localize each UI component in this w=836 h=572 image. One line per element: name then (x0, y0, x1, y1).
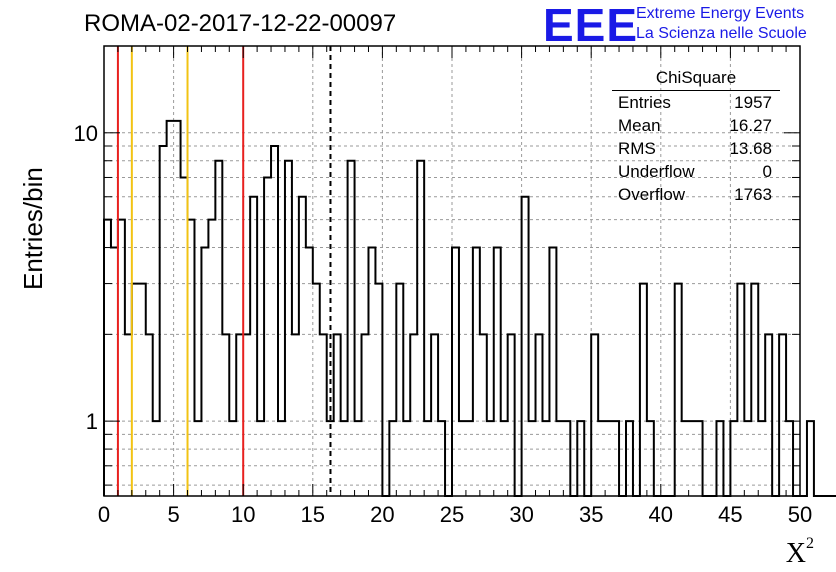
x-tick-label: 0 (98, 502, 110, 527)
histogram-bin (348, 161, 355, 496)
histogram-bin (271, 146, 278, 496)
histogram-bin (807, 421, 814, 496)
histogram-bin (250, 197, 257, 496)
logo-caption: Extreme Energy Events La Scienza nelle S… (636, 4, 807, 44)
histogram-bin (285, 161, 292, 496)
x-axis-label-text: X (785, 538, 806, 569)
histogram-bin (104, 220, 111, 496)
histogram-bin (368, 248, 375, 496)
stats-label: Entries (618, 93, 671, 112)
histogram-bin (765, 334, 772, 496)
x-axis-label-superscript: 2 (806, 534, 814, 552)
histogram-outline (103, 119, 836, 497)
histogram-bin (111, 248, 118, 496)
histogram-bin (320, 334, 327, 496)
histogram-bin (480, 334, 487, 496)
histogram-bin (306, 248, 313, 496)
x-tick-label: 15 (301, 502, 325, 527)
histogram-bin (410, 334, 417, 496)
histogram-bin (473, 248, 480, 496)
histogram-bin (222, 334, 229, 496)
histogram-bin (779, 334, 786, 496)
histogram-bin (208, 220, 215, 496)
histogram-bin (640, 284, 647, 496)
histogram-bin (751, 284, 758, 496)
histogram-bin (181, 177, 188, 496)
stats-value: 16.27 (729, 116, 772, 135)
histogram-bin (417, 161, 424, 496)
stats-value: 13.68 (729, 139, 772, 158)
histogram-bin (549, 248, 556, 496)
x-tick-label: 35 (579, 502, 603, 527)
stats-label: RMS (618, 139, 656, 158)
histogram-bin (536, 334, 543, 496)
histogram-bin (292, 334, 299, 496)
histogram-bin (264, 177, 271, 496)
stats-label: Mean (618, 116, 661, 135)
histogram-bin (118, 220, 125, 496)
logo-line-1: Extreme Energy Events (636, 5, 805, 22)
histogram-bin (375, 284, 382, 496)
histogram-bin (160, 146, 167, 496)
histogram-bin (215, 161, 222, 496)
histogram-bin (675, 284, 682, 496)
histogram-bin (313, 284, 320, 496)
logo-line-2: La Scienza nelle Scuole (636, 25, 807, 42)
stats-row-rms: RMS 13.68 (612, 137, 780, 160)
y-axis-label: Entries/bin (18, 167, 48, 290)
x-tick-label: 10 (231, 502, 255, 527)
stats-value: 1763 (734, 185, 772, 204)
x-tick-label: 45 (718, 502, 742, 527)
stats-row-overflow: Overflow 1763 (612, 183, 780, 206)
histogram-bin (522, 197, 529, 496)
stats-value: 0 (762, 162, 772, 181)
histogram-bin (431, 334, 438, 496)
histogram-bin (494, 248, 501, 496)
x-tick-label: 50 (788, 502, 812, 527)
eee-logo: EEE (543, 0, 639, 51)
stats-value: 1957 (734, 93, 772, 112)
y-tick-label: 1 (86, 409, 98, 434)
histogram-bin (591, 334, 598, 496)
x-tick-label: 30 (509, 502, 533, 527)
stats-title: ChiSquare (612, 66, 780, 91)
histogram-bin (508, 334, 515, 496)
stats-label: Underflow (618, 162, 695, 181)
chart-title: ROMA-02-2017-12-22-00097 (84, 10, 397, 37)
histogram-bin (362, 334, 369, 496)
histogram-bin (132, 284, 139, 496)
stats-row-mean: Mean 16.27 (612, 114, 780, 137)
x-tick-label: 25 (440, 502, 464, 527)
x-tick-label: 40 (649, 502, 673, 527)
histogram-bin (243, 334, 250, 496)
histogram-bin (396, 284, 403, 496)
x-tick-label: 5 (167, 502, 179, 527)
histogram-bin (146, 334, 153, 496)
histogram-bin (236, 334, 243, 496)
histogram-bin (125, 334, 132, 496)
histogram-bin (452, 248, 459, 496)
stats-box: ChiSquare Entries 1957 Mean 16.27 RMS 13… (612, 66, 780, 206)
x-tick-label: 20 (370, 502, 394, 527)
histogram-bin (201, 248, 208, 496)
histogram-bin (299, 197, 306, 496)
x-axis-label: X2 (785, 534, 814, 570)
stats-row-underflow: Underflow 0 (612, 160, 780, 183)
y-tick-label: 10 (74, 121, 98, 146)
histogram-bin (139, 284, 146, 496)
histogram-bin (737, 284, 744, 496)
stats-label: Overflow (618, 185, 686, 204)
histogram-bin (188, 220, 195, 496)
stats-row-entries: Entries 1957 (612, 91, 780, 114)
histogram-bin (334, 334, 341, 496)
